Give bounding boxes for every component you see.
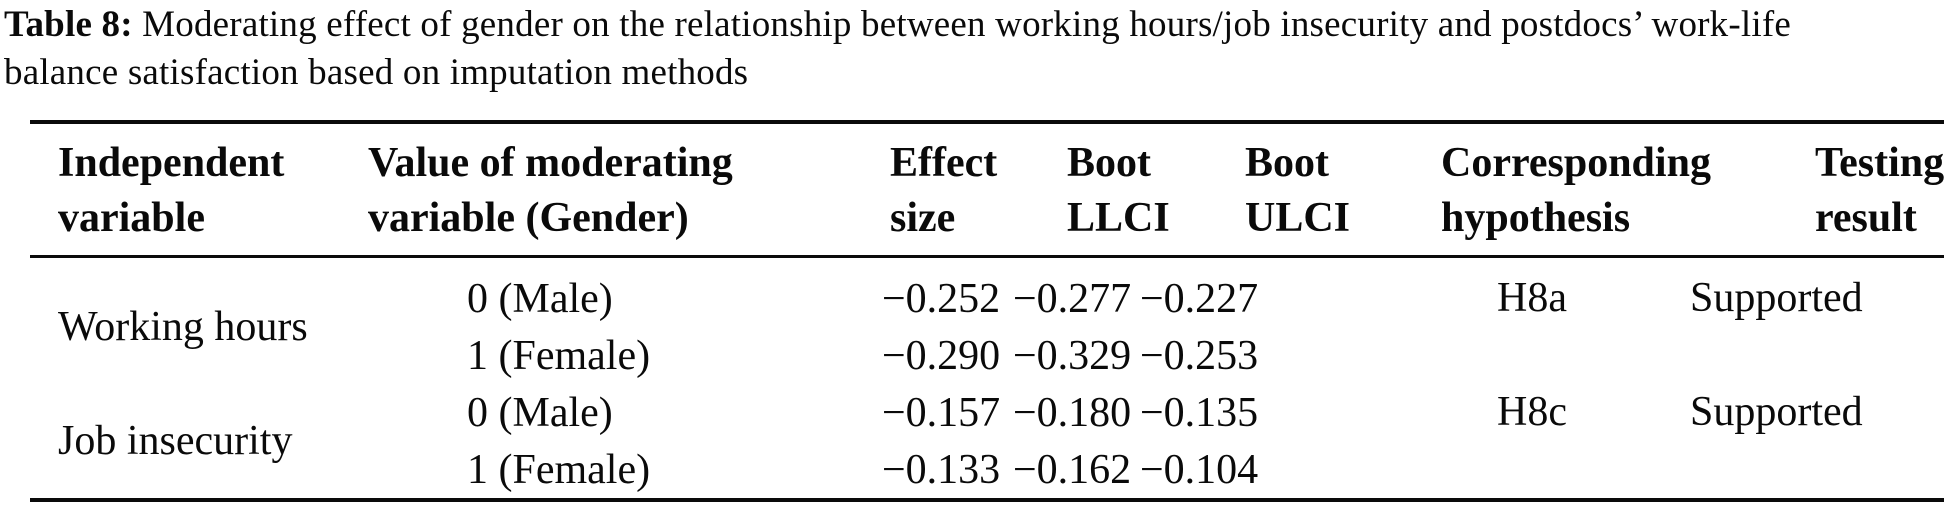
cell-boot-llci: −0.277 — [1013, 275, 1132, 322]
cell-boot-ulci: −0.227 — [1140, 275, 1259, 322]
moderation-results-table: Independent variable Value of moderating… — [30, 120, 1944, 502]
cell-effect-size: −0.133 — [882, 446, 1001, 493]
cell-moderator-value: 1 (Female) — [467, 446, 651, 493]
col-header-boot-llci: Boot LLCI — [1067, 140, 1170, 241]
header-row: Independent variable Value of moderating… — [30, 122, 1944, 257]
cell-hypothesis: H8c — [1497, 389, 1567, 435]
cell-moderator-value: 1 (Female) — [467, 332, 651, 379]
cell-boot-ulci: −0.135 — [1140, 389, 1259, 436]
cell-independent-variable: Working hours — [58, 304, 308, 350]
col-header-effect-size: Effect size — [890, 140, 998, 241]
cell-independent-variable: Job insecurity — [58, 418, 293, 464]
col-header-corresponding-hypothesis: Corresponding hypothesis — [1441, 140, 1711, 241]
cell-testing-result: Supported — [1690, 389, 1863, 435]
table-row: Working hours 0 (Male) −0.252 −0.277 −0.… — [30, 257, 1944, 350]
table-row: Job insecurity 0 (Male) −0.157 −0.180 −0… — [30, 384, 1944, 464]
cell-moderator-value: 0 (Male) — [467, 389, 613, 436]
caption-text-line1: Moderating effect of gender on the relat… — [132, 4, 1791, 45]
table-row: 1 (Female) −0.290 −0.329 −0.253 — [30, 327, 1944, 384]
table-caption: Table 8: Moderating effect of gender on … — [4, 1, 1956, 97]
results-table-container: Independent variable Value of moderating… — [30, 120, 1944, 502]
col-header-moderator-value: Value of moderating variable (Gender) — [368, 140, 733, 241]
cell-effect-size: −0.252 — [882, 275, 1001, 322]
col-header-testing-result: Testing result — [1815, 140, 1945, 241]
cell-boot-llci: −0.329 — [1013, 332, 1132, 379]
caption-text-line2: balance satisfaction based on imputation… — [4, 52, 749, 93]
cell-effect-size: −0.157 — [882, 389, 1001, 436]
cell-boot-llci: −0.180 — [1013, 389, 1132, 436]
cell-effect-size: −0.290 — [882, 332, 1001, 379]
col-header-boot-ulci: Boot ULCI — [1245, 140, 1351, 241]
cell-boot-ulci: −0.104 — [1140, 446, 1259, 493]
cell-boot-ulci: −0.253 — [1140, 332, 1259, 379]
cell-moderator-value: 0 (Male) — [467, 275, 613, 322]
cell-boot-llci: −0.162 — [1013, 446, 1132, 493]
cell-testing-result: Supported — [1690, 275, 1863, 321]
caption-table-number: Table 8: — [4, 4, 133, 45]
col-header-independent-variable: Independent variable — [58, 140, 285, 241]
table-row: 1 (Female) −0.133 −0.162 −0.104 — [30, 441, 1944, 500]
cell-hypothesis: H8a — [1497, 275, 1567, 321]
